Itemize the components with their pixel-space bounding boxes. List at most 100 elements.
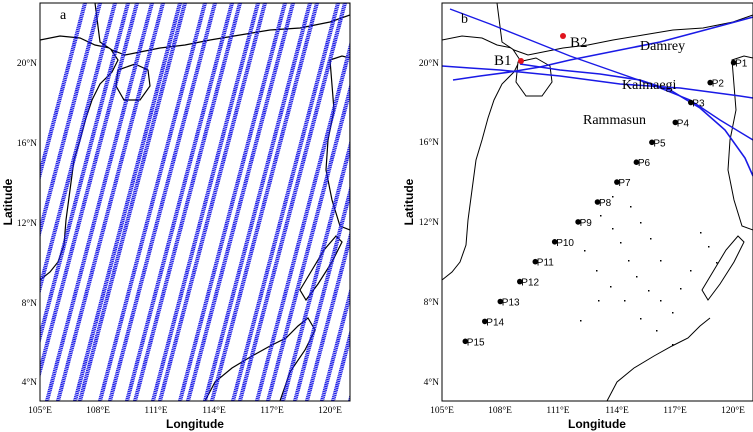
island-dot [656,330,658,332]
station-label: P15 [467,337,485,348]
satellite-track [186,3,295,401]
station-marker [707,79,713,86]
satellite-track [158,3,267,401]
panel-a-letter: a [60,8,67,23]
island-dot [672,344,674,346]
satellite-track [56,3,165,401]
station-label: P8 [599,198,612,209]
panel-b-x-tick: 105°E [430,405,454,416]
panel-a-y-axis-title: Latitude [1,178,15,225]
island-dot [610,286,612,288]
panel-a-y-tick: 8°N [22,298,38,309]
panel-b-y-tick: 4°N [424,377,440,388]
panel-b-land-luzon [727,55,753,231]
station-marker [688,99,694,106]
panel-b: b Damrey Kalmaegi Rammasun B1 B2 P1 P2 P3 P… [402,2,753,431]
panel-b-y-tick: 16°N [419,137,439,148]
island-dot [690,270,692,272]
panel-b-small-islands [580,196,718,346]
typhoon-label-kalmaegi: Kalmaegi [622,78,677,93]
panel-b-letter: b [461,12,468,27]
panel-b-y-tick: 20°N [419,58,439,69]
station-label: P6 [638,158,651,169]
station-label: P9 [580,218,593,229]
station-marker [462,338,469,345]
station-label: P11 [537,258,554,269]
island-dot [672,312,674,314]
satellite-track [78,3,187,401]
typhoon-track-damrey [452,16,753,81]
station-label: P14 [486,317,504,328]
satellite-track [40,3,87,182]
station-label: P3 [692,99,705,110]
station-label: P12 [521,278,539,289]
station-label: P5 [653,138,666,149]
island-dot [640,222,642,224]
panel-a-land-palawan [299,235,343,302]
panel-a-y-tick: 20°N [17,58,37,69]
island-dot [580,320,582,322]
island-dot [612,228,614,230]
buoy-b1-label: B1 [494,53,512,69]
panel-a-y-tick: 16°N [17,138,37,149]
station-marker [497,298,504,305]
panel-b-land-palawan [701,235,745,301]
station-marker [532,258,539,265]
island-dot [584,250,586,252]
panel-b-x-ticks: 105°E 108°E 111°E 114°E 117°E 120°E [430,405,745,416]
panel-b-frame [441,2,753,402]
island-dot [650,238,652,240]
island-dot [612,196,614,198]
panel-a-x-tick: 117°E [260,405,284,416]
island-dot [596,270,598,272]
panel-b-land-mainland [442,35,521,281]
panel-a-y-ticks: 4°N 8°N 12°N 16°N 20°N [17,58,37,388]
satellite-track [320,287,350,401]
panel-b-y-tick: 8°N [424,297,440,308]
island-dot [660,300,662,302]
station-label: P7 [618,178,631,189]
panel-b-y-ticks: 4°N 8°N 12°N 16°N 20°N [419,58,439,388]
station-label: P10 [556,238,574,249]
station-label: P2 [712,79,725,90]
station-marker [614,179,620,185]
typhoon-label-damrey: Damrey [640,39,685,54]
satellite-track [203,3,312,401]
panel-b-land-borneo [606,317,711,401]
panel-a-x-axis-title: Longitude [166,417,224,431]
satellite-track [40,3,117,296]
island-dot [708,246,710,248]
satellite-track [40,3,139,379]
satellite-track [305,230,350,401]
satellite-track [45,3,154,401]
island-dot [648,290,650,292]
typhoon-label-rammasun: Rammasun [583,113,646,128]
island-dot [624,300,626,302]
panel-b-y-axis-title: Latitude [402,178,416,225]
station-label: P1 [735,59,748,70]
satellite-track [281,139,350,401]
island-dot [628,260,630,262]
satellite-track [125,3,234,401]
panel-a-satellite-tracks [40,3,350,401]
panel-a-y-tick: 4°N [22,377,38,388]
buoy-b2-label: B2 [570,35,588,51]
island-dot [600,215,602,217]
island-dot [700,232,702,234]
satellite-track [255,40,350,401]
station-marker [575,219,581,225]
island-dot [620,242,622,244]
station-marker [633,159,640,165]
satellite-track [293,184,350,401]
station-marker [551,239,558,245]
island-dot [598,300,600,302]
island-dot [716,262,718,264]
panel-a-x-tick: 120°E [318,405,342,416]
panel-b-x-tick: 117°E [663,405,687,416]
satellite-track [151,3,260,401]
satellite-track [73,3,182,401]
island-dot [630,206,632,208]
satellite-track [40,3,102,239]
station-marker [649,139,655,146]
